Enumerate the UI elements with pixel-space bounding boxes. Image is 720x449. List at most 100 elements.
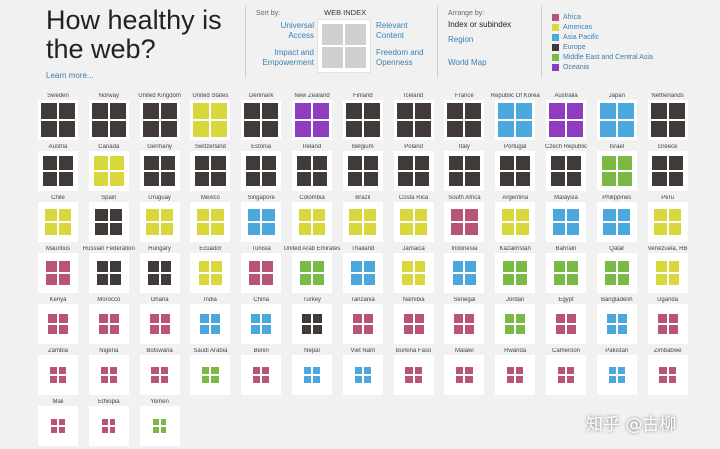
country-card[interactable]: [139, 202, 180, 242]
country-card[interactable]: [546, 151, 586, 191]
country-card[interactable]: [190, 253, 231, 293]
country-card[interactable]: [139, 406, 180, 446]
country-card[interactable]: [139, 151, 180, 191]
country-card[interactable]: [292, 253, 332, 293]
country-card[interactable]: [38, 202, 78, 242]
legend-item[interactable]: Oceania: [552, 62, 653, 72]
country-card[interactable]: [444, 304, 485, 344]
country-card[interactable]: [38, 151, 78, 191]
country-card[interactable]: [241, 304, 282, 344]
index-square: [668, 274, 680, 285]
country-card[interactable]: [647, 304, 688, 344]
country-card[interactable]: [647, 253, 688, 293]
legend-item[interactable]: Europe: [552, 42, 653, 52]
country-card[interactable]: [139, 253, 180, 293]
country-card[interactable]: [596, 100, 637, 140]
country-card[interactable]: [342, 151, 383, 191]
legend-item[interactable]: Middle East and Central Asia: [552, 52, 653, 62]
country-card[interactable]: [495, 304, 536, 344]
index-square: [295, 121, 311, 137]
country-card[interactable]: [190, 151, 231, 191]
sort-impact-empowerment[interactable]: Impact and Empowerment: [262, 48, 314, 67]
country-card[interactable]: [596, 202, 637, 242]
country-card[interactable]: [444, 100, 485, 140]
country-card[interactable]: [342, 304, 383, 344]
country-card[interactable]: [596, 304, 637, 344]
country-card[interactable]: [241, 151, 282, 191]
country-card[interactable]: [393, 253, 434, 293]
country-card[interactable]: [546, 304, 586, 344]
country-card[interactable]: [342, 202, 383, 242]
country-card[interactable]: [546, 355, 586, 395]
country-card[interactable]: [38, 304, 78, 344]
country-card[interactable]: [444, 253, 485, 293]
learn-more-link[interactable]: Learn more...: [46, 71, 94, 80]
country-card[interactable]: [190, 304, 231, 344]
country-card[interactable]: [393, 304, 434, 344]
country-card[interactable]: [88, 100, 129, 140]
country-card[interactable]: [596, 355, 637, 395]
country-card[interactable]: [495, 151, 536, 191]
country-card[interactable]: [495, 355, 536, 395]
country-card[interactable]: [241, 355, 282, 395]
sort-relevant-content[interactable]: Relevant Content: [376, 21, 408, 40]
country-card[interactable]: [38, 100, 78, 140]
country-card[interactable]: [495, 202, 536, 242]
country-card[interactable]: [139, 355, 180, 395]
country-card[interactable]: [444, 151, 485, 191]
country-card[interactable]: [292, 304, 332, 344]
country-card[interactable]: [393, 151, 434, 191]
country-card[interactable]: [38, 355, 78, 395]
country-card[interactable]: [88, 253, 129, 293]
country-card[interactable]: [596, 253, 637, 293]
country-card[interactable]: [241, 253, 282, 293]
country-card[interactable]: [393, 202, 434, 242]
country-card[interactable]: [647, 100, 688, 140]
country-card[interactable]: [596, 151, 637, 191]
country-label: Uganda: [657, 297, 679, 303]
country-card[interactable]: [190, 100, 231, 140]
web-index-sort-button[interactable]: [317, 19, 371, 73]
arrange-region-option[interactable]: Region: [448, 35, 474, 44]
country-card[interactable]: [190, 355, 231, 395]
country-card[interactable]: [342, 100, 383, 140]
country-card[interactable]: [647, 151, 688, 191]
country-card[interactable]: [546, 253, 586, 293]
country-card[interactable]: [292, 100, 332, 140]
sort-freedom-openness[interactable]: Freedom and Openness: [376, 48, 424, 67]
country-card[interactable]: [88, 355, 129, 395]
country-card[interactable]: [292, 202, 332, 242]
country-card[interactable]: [292, 355, 332, 395]
legend-item[interactable]: Africa: [552, 12, 653, 22]
country-card[interactable]: [393, 355, 434, 395]
arrange-index-option[interactable]: Index or subindex: [448, 20, 512, 29]
country-card[interactable]: [139, 304, 180, 344]
country-card[interactable]: [546, 100, 586, 140]
country-card[interactable]: [139, 100, 180, 140]
legend-item[interactable]: Americas: [552, 22, 653, 32]
country-card[interactable]: [647, 202, 688, 242]
index-square: [506, 376, 515, 384]
country-card[interactable]: [647, 355, 688, 395]
country-card[interactable]: [88, 151, 129, 191]
country-card[interactable]: [342, 253, 383, 293]
country-card[interactable]: [495, 253, 536, 293]
country-card[interactable]: [38, 253, 78, 293]
country-card[interactable]: [88, 202, 129, 242]
country-card[interactable]: [444, 202, 485, 242]
country-card[interactable]: [393, 100, 434, 140]
country-card[interactable]: [88, 304, 129, 344]
country-card[interactable]: [546, 202, 586, 242]
country-card[interactable]: [241, 202, 282, 242]
country-card[interactable]: [190, 202, 231, 242]
country-card[interactable]: [241, 100, 282, 140]
country-card[interactable]: [444, 355, 485, 395]
country-card[interactable]: [495, 100, 536, 140]
country-card[interactable]: [292, 151, 332, 191]
arrange-world-map-option[interactable]: World Map: [448, 58, 487, 67]
sort-universal-access[interactable]: Universal Access: [280, 21, 314, 40]
country-card[interactable]: [342, 355, 383, 395]
country-card[interactable]: [88, 406, 129, 446]
country-card[interactable]: [38, 406, 78, 446]
legend-item[interactable]: Asia Pacific: [552, 32, 653, 42]
